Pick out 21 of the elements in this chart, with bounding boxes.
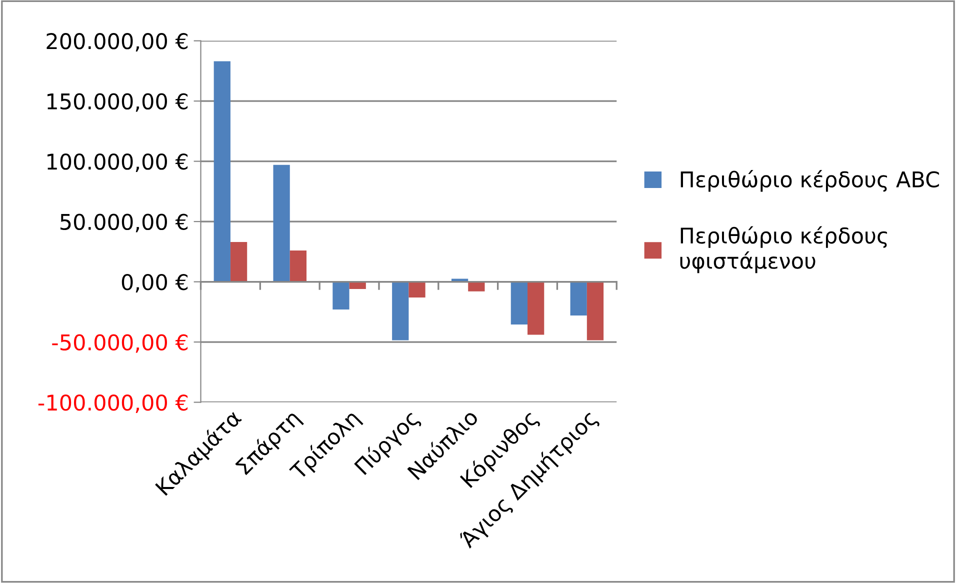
bar <box>230 242 248 282</box>
y-tick-label: 100.000,00 € <box>48 154 188 172</box>
y-tick-label: 0,00 € <box>122 274 188 292</box>
bar <box>214 61 230 282</box>
legend-label: Περιθώριο κέρδους ABC <box>680 170 939 192</box>
y-tick-label: -100.000,00 € <box>38 394 188 413</box>
bar <box>510 282 528 325</box>
y-tick-label: 200.000,00 € <box>46 33 188 52</box>
y-tick-label: -50.000,00 € <box>52 334 188 353</box>
bar <box>570 282 587 316</box>
bar <box>586 282 604 340</box>
y-tick-label: 50.000,00 € <box>60 214 188 232</box>
bar <box>528 282 544 335</box>
legend-label: Περιθώριο κέρδους υφιστάμενου <box>680 226 887 274</box>
y-tick-label: 150.000,00 € <box>48 93 188 112</box>
bar <box>468 282 485 292</box>
bar <box>273 164 290 282</box>
bar <box>290 250 307 282</box>
bar <box>392 282 409 340</box>
bar <box>332 282 350 310</box>
bar <box>408 282 426 298</box>
